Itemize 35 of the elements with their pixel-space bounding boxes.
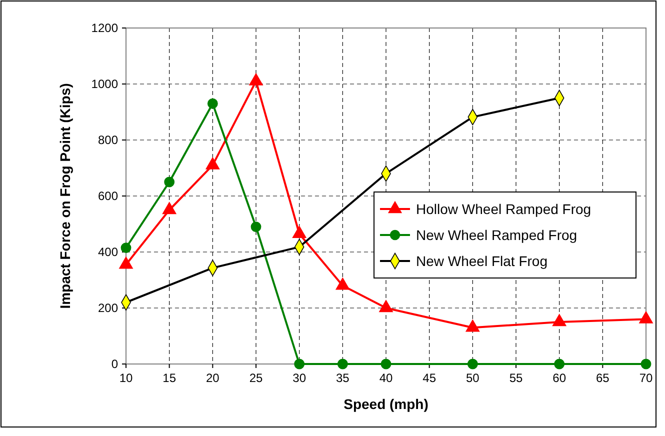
legend-label: Hollow Wheel Ramped Frog (416, 201, 592, 217)
point (294, 358, 305, 370)
x-tick-label: 60 (552, 371, 566, 385)
y-axis-title: Impact Force on Frog Point (Kips) (57, 83, 73, 309)
x-axis-title: Speed (mph) (344, 396, 428, 412)
y-tick-label: 1000 (91, 77, 118, 91)
legend-label: New Wheel Ramped Frog (416, 227, 578, 243)
x-tick-label: 50 (466, 371, 480, 385)
y-tick-label: 200 (98, 301, 118, 315)
x-tick-label: 10 (119, 371, 133, 385)
y-tick-label: 800 (98, 133, 118, 147)
y-tick-label: 400 (98, 245, 118, 259)
point (250, 222, 262, 232)
y-tick-label: 600 (98, 189, 118, 203)
point (380, 358, 392, 370)
legend-label: New Wheel Flat Frog (416, 253, 548, 269)
point (164, 176, 175, 188)
x-tick-label: 70 (639, 371, 653, 385)
x-tick-label: 55 (509, 371, 523, 385)
x-tick-label: 45 (422, 371, 436, 385)
point (207, 98, 218, 109)
point (467, 358, 478, 370)
x-tick-label: 35 (336, 371, 350, 385)
x-tick-label: 25 (249, 371, 263, 385)
point (337, 358, 348, 370)
x-tick-label: 65 (596, 371, 610, 385)
x-tick-label: 40 (379, 371, 393, 385)
x-tick-label: 15 (162, 371, 176, 385)
x-tick-label: 20 (206, 371, 220, 385)
y-tick-label: 1200 (91, 21, 118, 35)
point (640, 358, 652, 370)
x-tick-label: 30 (292, 371, 306, 385)
point (554, 358, 565, 370)
point (120, 242, 132, 254)
y-tick-label: 0 (111, 357, 118, 371)
